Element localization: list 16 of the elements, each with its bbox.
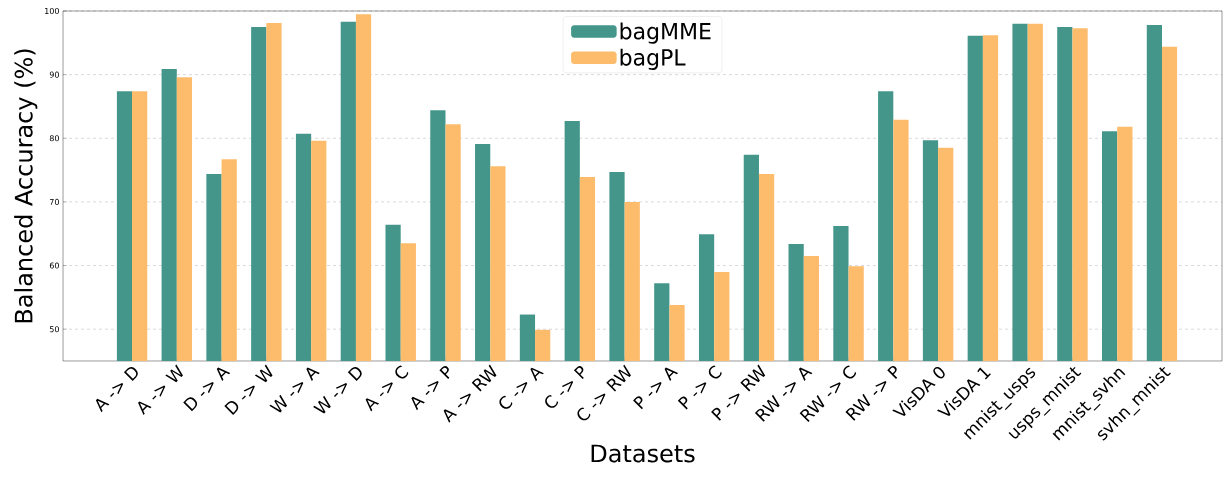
x-tick-label: C -> P (545, 366, 584, 408)
x-tick-label: A -> W (138, 364, 183, 415)
x-tick-label: P -> A (633, 367, 679, 410)
y-tick-label: 70 (49, 198, 59, 205)
y-tick-label: 50 (49, 326, 59, 333)
legend-label: bagMME (620, 22, 711, 44)
legend-label: bagPL (620, 48, 686, 70)
x-tick-label: A -> D (95, 367, 138, 413)
y-tick-label: 100 (45, 7, 59, 15)
y-tick-label: 60 (49, 262, 59, 269)
y-tick-label: 90 (49, 71, 59, 78)
y-axis-title: Balanced Accuracy (%) (14, 49, 38, 323)
y-tick-label: 80 (49, 135, 59, 142)
x-axis-title: Datasets (591, 444, 695, 463)
x-tick-label: A -> C (365, 365, 409, 412)
x-tick-label: C -> A (499, 367, 544, 409)
